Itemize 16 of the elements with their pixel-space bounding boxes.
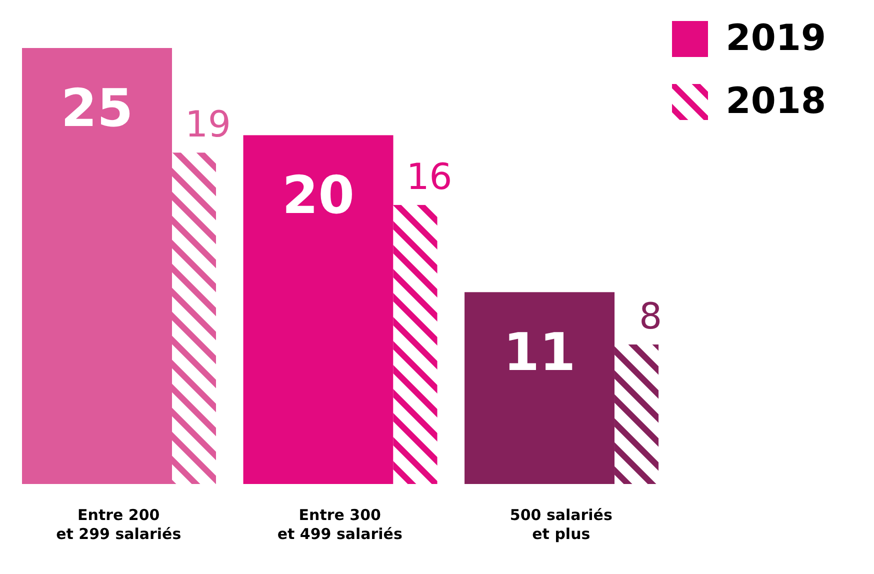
data-label: 16 (406, 156, 452, 198)
bar (464, 292, 615, 484)
x-tick-label: Entre 200 et 299 salariés (56, 506, 182, 543)
legend-label: 2019 (726, 18, 826, 59)
data-label: 19 (185, 104, 231, 146)
data-label: 25 (60, 79, 134, 139)
data-label: 20 (282, 166, 354, 226)
bar (243, 135, 394, 484)
text: 2018 (726, 81, 826, 122)
bar (172, 152, 216, 484)
data-label: 11 (503, 323, 576, 384)
data-label: 8 (639, 296, 662, 338)
x-tick-label: 500 salariés et plus (510, 506, 612, 543)
x-tick-label: Entre 300 et 499 salariés (277, 506, 402, 543)
bar (393, 204, 438, 484)
bar (22, 48, 172, 484)
